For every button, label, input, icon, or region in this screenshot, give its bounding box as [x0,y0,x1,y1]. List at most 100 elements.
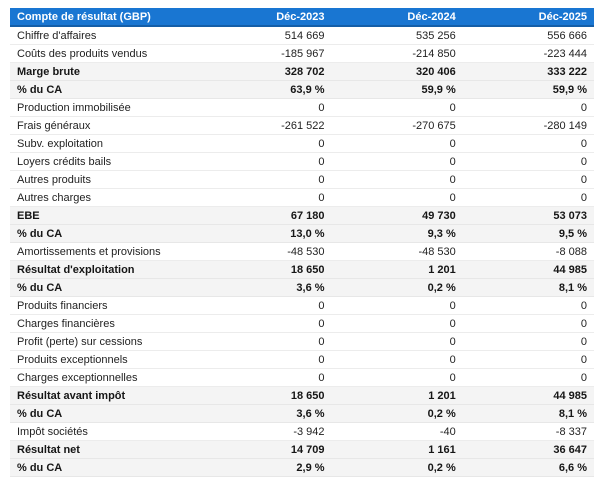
table-row: % du CA 3,6 % 0,2 % 8,1 % [10,278,594,297]
row-value: 59,9 % [462,80,594,99]
row-label: Produits exceptionnels [10,350,201,369]
row-value: 0 [200,332,332,351]
row-label: % du CA [10,224,201,243]
row-value: 6,6 % [462,458,594,477]
row-value: 0 [462,350,594,369]
row-value: 1 201 [331,260,463,279]
row-value: 0 [200,350,332,369]
table-row: Résultat d'exploitation 18 650 1 201 44 985 [10,260,594,279]
row-value: 0 [462,368,594,387]
row-value: -214 850 [331,44,463,63]
row-value: 18 650 [200,260,332,279]
row-value: 3,6 % [200,278,332,297]
row-value: -8 088 [462,242,594,261]
table-row: Résultat avant impôt 18 650 1 201 44 985 [10,386,594,405]
row-label: Coûts des produits vendus [10,44,201,63]
table-row: % du CA 3,6 % 0,2 % 8,1 % [10,404,594,423]
table-row: % du CA 63,9 % 59,9 % 59,9 % [10,80,594,99]
row-label: Production immobilisée [10,98,201,117]
row-value: -223 444 [462,44,594,63]
row-value: 0 [331,188,463,207]
row-value: 1 161 [331,440,463,459]
row-value: 36 647 [462,440,594,459]
row-label: Résultat avant impôt [10,386,201,405]
row-label: Produits financiers [10,296,201,315]
row-value: 0 [462,332,594,351]
row-value: -8 337 [462,422,594,441]
row-label: EBE [10,206,201,225]
row-value: 9,5 % [462,224,594,243]
row-value: 59,9 % [331,80,463,99]
row-value: 3,6 % [200,404,332,423]
table-row: Impôt sociétés -3 942 -40 -8 337 [10,422,594,441]
row-value: 67 180 [200,206,332,225]
table-row: Produits exceptionnels 0 0 0 [10,350,594,369]
row-value: 13,0 % [200,224,332,243]
table-title: Compte de résultat (GBP) [10,8,201,27]
table-row: EBE 67 180 49 730 53 073 [10,206,594,225]
row-value: 0 [200,368,332,387]
row-value: 0 [331,170,463,189]
row-value: 0 [200,152,332,171]
row-label: Résultat d'exploitation [10,260,201,279]
row-label: Résultat net [10,440,201,459]
row-label: Amortissements et provisions [10,242,201,261]
row-value: 0 [462,134,594,153]
table-row: Coûts des produits vendus -185 967 -214 85… [10,44,594,63]
row-value: 0 [331,134,463,153]
row-label: Frais généraux [10,116,201,135]
row-value: 0 [200,134,332,153]
column-header-dec-2023: Déc-2023 [200,8,332,27]
row-label: Charges exceptionnelles [10,368,201,387]
row-label: Chiffre d'affaires [10,26,201,45]
row-value: 0 [200,296,332,315]
row-value: 333 222 [462,62,594,81]
income-statement-body: Chiffre d'affaires 514 669 535 256 556 666 C… [10,26,594,477]
table-row: Amortissements et provisions -48 530 -48 5… [10,242,594,261]
row-label: % du CA [10,404,201,423]
row-value: 14 709 [200,440,332,459]
table-row: Autres produits 0 0 0 [10,170,594,189]
row-label: Marge brute [10,62,201,81]
row-value: 556 666 [462,26,594,45]
row-value: 514 669 [200,26,332,45]
row-value: 0 [200,170,332,189]
table-row: % du CA 2,9 % 0,2 % 6,6 % [10,458,594,477]
row-value: -280 149 [462,116,594,135]
row-value: 328 702 [200,62,332,81]
row-value: 9,3 % [331,224,463,243]
table-row: Profit (perte) sur cessions 0 0 0 [10,332,594,351]
row-value: 0 [200,314,332,333]
row-label: % du CA [10,80,201,99]
row-value: 0 [200,98,332,117]
row-value: 0 [331,332,463,351]
row-value: 8,1 % [462,278,594,297]
row-value: 8,1 % [462,404,594,423]
row-label: Autres produits [10,170,201,189]
table-row: Résultat net 14 709 1 161 36 647 [10,440,594,459]
row-value: 0,2 % [331,458,463,477]
row-value: 0 [331,152,463,171]
row-value: -185 967 [200,44,332,63]
row-value: 2,9 % [200,458,332,477]
row-value: 53 073 [462,206,594,225]
row-value: 535 256 [331,26,463,45]
table-row: % du CA 13,0 % 9,3 % 9,5 % [10,224,594,243]
row-value: 0,2 % [331,404,463,423]
table-row: Production immobilisée 0 0 0 [10,98,594,117]
row-value: 0 [331,368,463,387]
table-row: Chiffre d'affaires 514 669 535 256 556 666 [10,26,594,45]
table-row: Subv. exploitation 0 0 0 [10,134,594,153]
row-label: Profit (perte) sur cessions [10,332,201,351]
row-value: 0 [462,188,594,207]
row-value: 0 [331,296,463,315]
row-label: Impôt sociétés [10,422,201,441]
row-value: 49 730 [331,206,463,225]
row-value: 63,9 % [200,80,332,99]
income-statement-table: Compte de résultat (GBP) Déc-2023 Déc-20… [10,8,594,477]
row-label: Charges financières [10,314,201,333]
row-value: 0 [462,296,594,315]
row-value: 0 [331,98,463,117]
row-value: 0 [462,98,594,117]
